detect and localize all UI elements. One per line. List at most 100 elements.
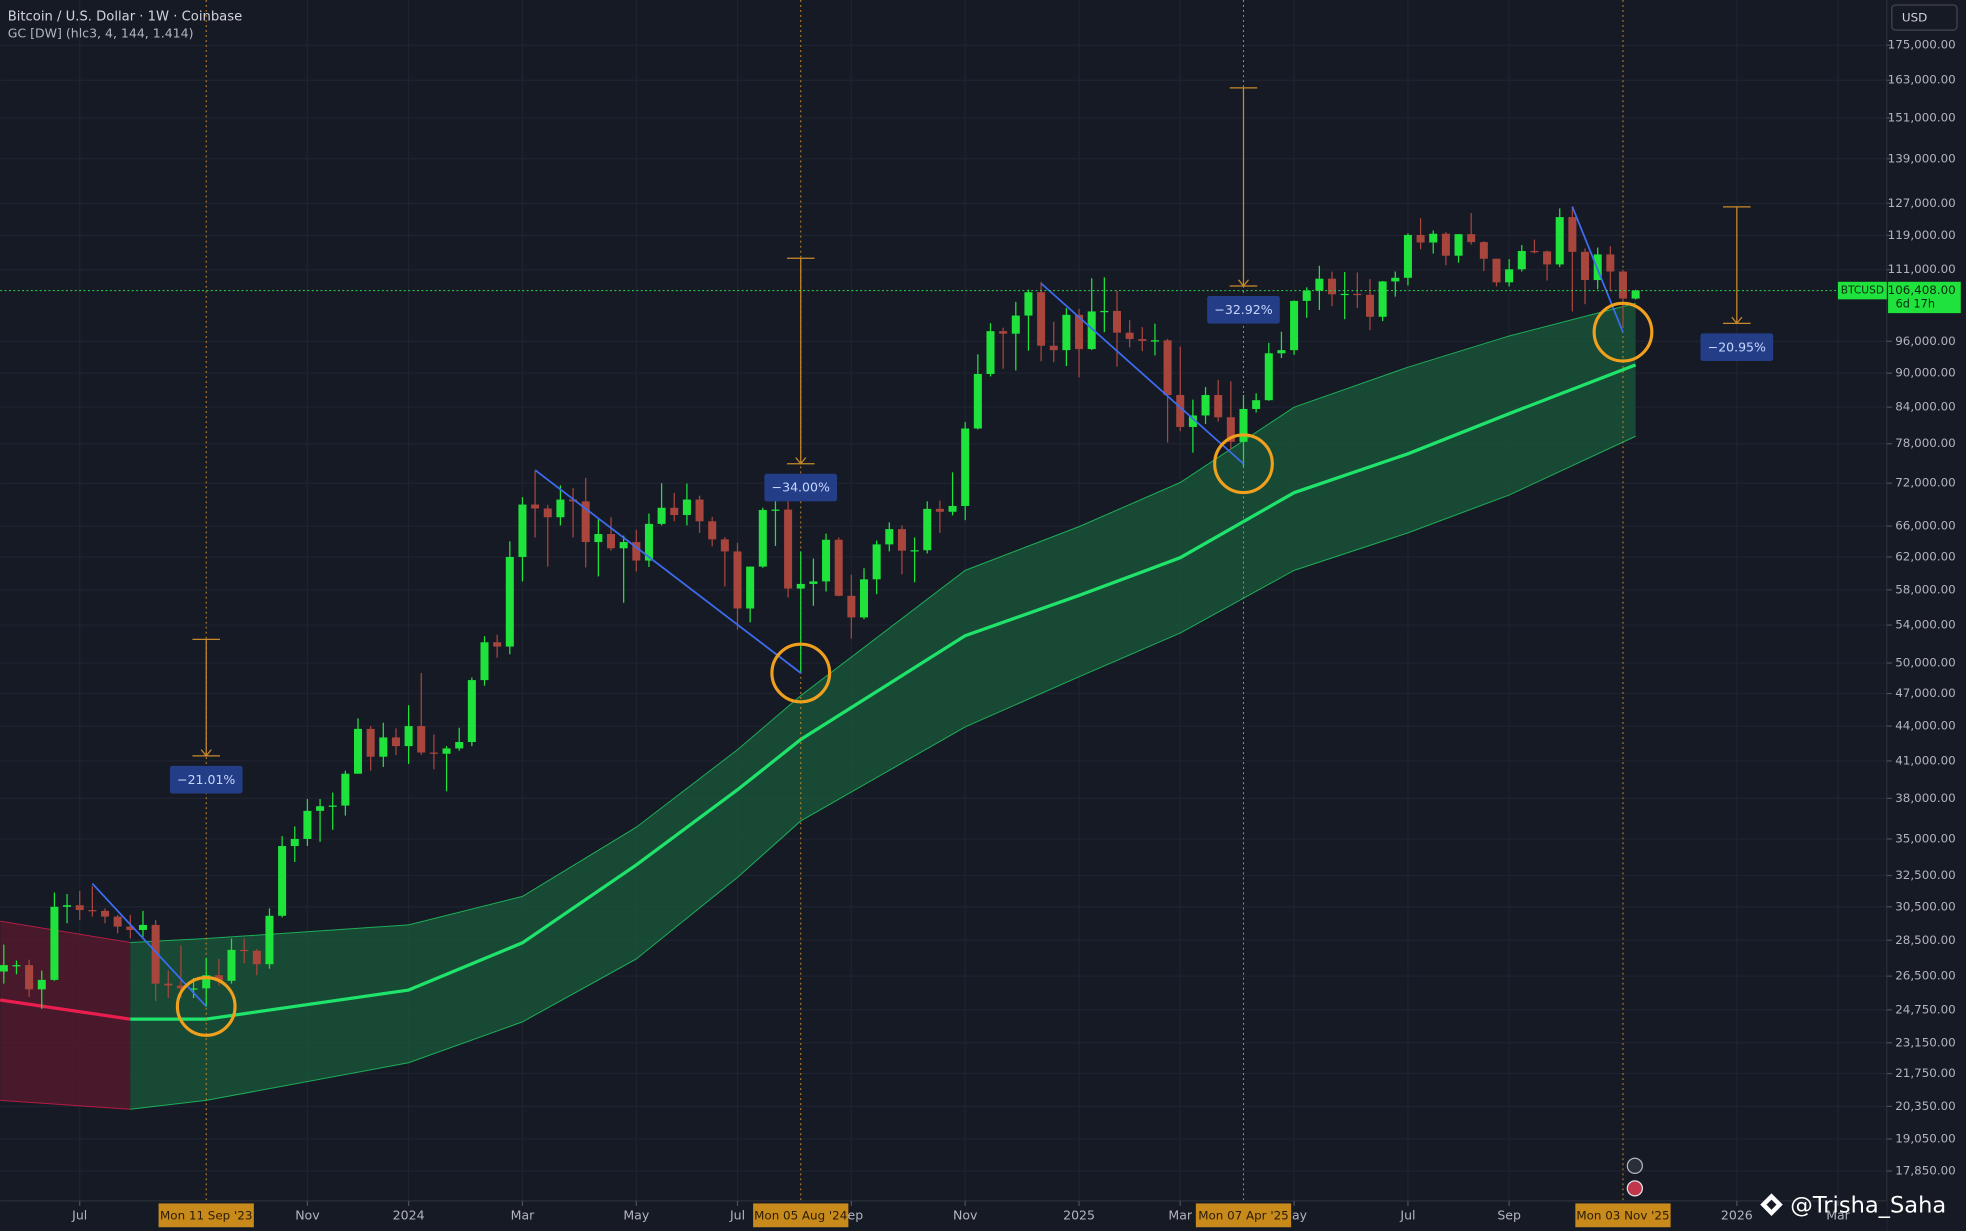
event-icon bbox=[1626, 1180, 1644, 1197]
y-tick-label: 72,000.00 bbox=[1895, 476, 1956, 490]
chart-title: Bitcoin / U.S. Dollar · 1W · Coinbase bbox=[8, 9, 242, 24]
y-tick-label: 66,000.00 bbox=[1895, 519, 1956, 533]
price-tag-box bbox=[1888, 281, 1961, 314]
candle-body bbox=[1340, 293, 1349, 296]
candle-body bbox=[151, 924, 160, 984]
candle-body bbox=[1075, 314, 1084, 350]
channel-area bbox=[130, 303, 1636, 1110]
watermark-logo bbox=[1760, 1193, 1783, 1216]
candle-body bbox=[1087, 311, 1096, 350]
candle-body bbox=[948, 505, 957, 512]
highlight-circle bbox=[770, 642, 832, 704]
candle-body bbox=[733, 551, 742, 609]
candle-body bbox=[1403, 234, 1412, 278]
candle-body bbox=[467, 680, 476, 743]
candle-body bbox=[12, 965, 21, 967]
x-tick-label: Sep bbox=[1497, 1207, 1521, 1222]
candle-body bbox=[290, 838, 299, 847]
candle-body bbox=[202, 975, 211, 989]
measure-arrow bbox=[795, 457, 807, 465]
y-tick-label: 23,150.00 bbox=[1895, 1035, 1956, 1049]
candle-body bbox=[50, 906, 59, 980]
highlight-circle bbox=[1592, 301, 1654, 363]
candle-body bbox=[278, 846, 287, 916]
y-tick-label: 163,000.00 bbox=[1888, 73, 1956, 87]
y-tick-label: 19,050.00 bbox=[1895, 1131, 1956, 1145]
candle-body bbox=[695, 499, 704, 522]
candle-body bbox=[379, 737, 388, 757]
countdown: 6d 17h bbox=[1896, 297, 1935, 310]
price-tag: 106,408.00 bbox=[1888, 283, 1956, 297]
candle-body bbox=[1631, 290, 1640, 299]
x-tick-label: Jul bbox=[729, 1207, 745, 1222]
candle-body bbox=[961, 428, 970, 506]
candle-body bbox=[885, 529, 894, 545]
candle-body bbox=[897, 529, 906, 551]
candle-body bbox=[138, 924, 147, 930]
candle-body bbox=[429, 752, 438, 754]
candle-body bbox=[1188, 415, 1197, 427]
candle-body bbox=[101, 910, 110, 917]
y-tick-label: 28,500.00 bbox=[1895, 933, 1956, 947]
measure-label-box bbox=[1207, 296, 1280, 324]
y-tick-label: 21,750.00 bbox=[1895, 1066, 1956, 1080]
x-tick-label: Mar bbox=[1826, 1207, 1850, 1222]
candle-body bbox=[1100, 310, 1109, 313]
y-tick-label: 62,000.00 bbox=[1895, 549, 1956, 563]
channel-upper bbox=[130, 302, 1636, 944]
y-tick-label: 139,000.00 bbox=[1888, 151, 1956, 165]
candle-body bbox=[265, 915, 274, 965]
candle-body bbox=[442, 748, 451, 754]
candle-body bbox=[1024, 292, 1033, 316]
candle-body bbox=[455, 742, 464, 749]
symbol-tag: BTCUSD bbox=[1841, 284, 1884, 297]
candle-body bbox=[872, 544, 881, 580]
candle-body bbox=[910, 550, 919, 552]
candle-body bbox=[0, 965, 8, 972]
candle-body bbox=[126, 926, 135, 930]
candle-body bbox=[354, 728, 363, 774]
candle-body bbox=[63, 905, 72, 907]
candle-body bbox=[720, 539, 729, 552]
candle-body bbox=[1290, 300, 1299, 351]
candle-body bbox=[746, 566, 755, 609]
candle-body bbox=[1543, 251, 1552, 265]
symbol-tag-box bbox=[1837, 281, 1887, 300]
candle-body bbox=[1365, 294, 1375, 317]
candle-body bbox=[556, 499, 565, 518]
channel-lower bbox=[130, 435, 1636, 1110]
candle-body bbox=[1378, 281, 1387, 317]
measure-label: −20.95% bbox=[1708, 339, 1766, 354]
y-tick-label: 78,000.00 bbox=[1895, 436, 1956, 450]
candle-body bbox=[1581, 251, 1590, 281]
candle-body bbox=[240, 949, 249, 952]
x-tick-label: Nov bbox=[953, 1207, 978, 1222]
candle-body bbox=[417, 726, 426, 753]
candle-body bbox=[758, 509, 767, 567]
candle-body bbox=[531, 504, 540, 509]
currency-button bbox=[1891, 4, 1958, 31]
candle-body bbox=[1062, 314, 1071, 351]
crosshair-label-box bbox=[753, 1203, 849, 1228]
measure-arrow bbox=[200, 749, 212, 757]
candle-body bbox=[1328, 278, 1337, 295]
measure-arrow bbox=[1731, 316, 1743, 325]
y-tick-label: 44,000.00 bbox=[1895, 719, 1956, 733]
channel-mid bbox=[130, 363, 1637, 1021]
candle-body bbox=[619, 542, 628, 549]
candle-body bbox=[1112, 310, 1122, 333]
crosshair-label: Mon 11 Sep '23 bbox=[160, 1208, 252, 1222]
y-tick-label: 38,000.00 bbox=[1895, 791, 1956, 805]
y-tick-label: 111,000.00 bbox=[1888, 262, 1956, 276]
currency-label: USD bbox=[1902, 11, 1927, 25]
candle-body bbox=[569, 499, 578, 502]
y-tick-label: 58,000.00 bbox=[1895, 582, 1956, 596]
candle-body bbox=[391, 737, 400, 747]
candle-body bbox=[176, 985, 185, 989]
candle-body bbox=[1492, 258, 1501, 283]
candle-body bbox=[834, 539, 843, 596]
candle-body bbox=[227, 949, 236, 981]
candle-body bbox=[1214, 395, 1223, 418]
candle-body bbox=[822, 539, 831, 582]
y-tick-label: 35,000.00 bbox=[1895, 831, 1956, 845]
